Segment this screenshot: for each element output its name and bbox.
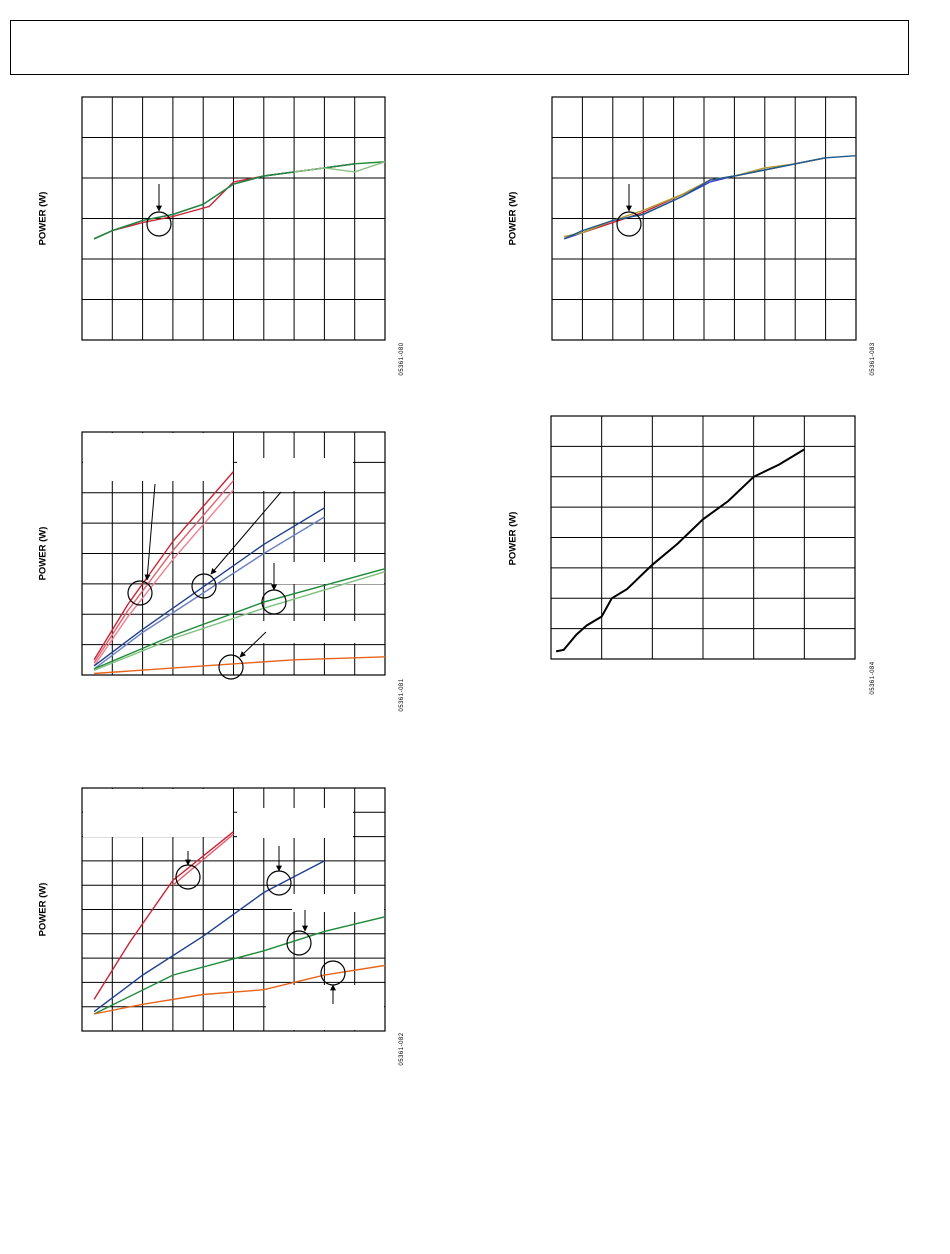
chart2-series-4-line xyxy=(93,507,325,667)
chart2-callout-circle xyxy=(261,589,287,615)
chart2-callout-circle xyxy=(218,654,244,680)
chart3-series-1-line xyxy=(93,831,234,1000)
chart4-series-1-line xyxy=(564,157,826,238)
chart5-series-1-line xyxy=(555,448,805,653)
chart3-label-area xyxy=(292,894,384,912)
chart1-series-2-line xyxy=(93,163,355,240)
chart2-series-1-line xyxy=(93,471,235,661)
chart2-label-area xyxy=(238,621,384,643)
chart3-series-3-line xyxy=(93,860,325,1013)
chart3-callout-circle xyxy=(175,864,201,890)
chart3-callout-circle xyxy=(286,930,312,956)
chart1-plot-frame xyxy=(81,96,386,341)
chart4-plot-frame xyxy=(551,96,857,341)
chart2-label-area xyxy=(237,458,353,491)
chart3-series-2-line xyxy=(172,833,234,886)
chart1-figure-id: 05361-080 xyxy=(399,342,405,376)
chart3-plot-frame xyxy=(81,787,386,1032)
chart3-label-area xyxy=(266,985,384,1030)
chart3-callout-circle xyxy=(320,960,346,986)
chart4-callout-circle xyxy=(616,211,642,237)
chart1-series-1-line xyxy=(93,163,355,240)
chart3-series-4-line xyxy=(93,916,386,1015)
chart2-y-axis-label: POWER (W) xyxy=(37,526,49,581)
chart1-series-4-line xyxy=(294,161,386,173)
page-header-box xyxy=(10,20,909,75)
chart1-callout-circle xyxy=(146,211,172,237)
chart2-series-2-line xyxy=(93,480,235,664)
chart3-figure-id: 05361-082 xyxy=(399,1032,405,1066)
chart1-series-3-line xyxy=(93,161,386,240)
chart2-callout-arrow xyxy=(144,483,156,581)
chart2-label-area xyxy=(272,562,384,584)
chart2-series-3-line xyxy=(93,489,235,667)
chart2-callout-circle xyxy=(127,580,153,606)
chart5-figure-id: 05361-084 xyxy=(870,661,876,695)
chart4-series-2-line xyxy=(563,157,826,240)
chart4-figure-id: 05361-083 xyxy=(870,342,876,376)
chart2-series-6-line xyxy=(93,568,386,670)
chart2-series-7-line xyxy=(93,571,386,672)
chart3-y-axis-label: POWER (W) xyxy=(37,882,49,937)
chart4-series-4-line xyxy=(563,155,857,240)
chart2-figure-id: 05361-081 xyxy=(399,678,405,712)
chart1-y-axis-label: POWER (W) xyxy=(37,191,49,246)
chart3-callout-circle xyxy=(266,870,292,896)
chart3-label-area xyxy=(83,789,233,837)
chart2-callout-arrow xyxy=(239,631,267,658)
chart2-callout-arrow xyxy=(210,491,282,575)
chart3-label-area xyxy=(237,808,353,838)
chart5-y-axis-label: POWER (W) xyxy=(507,511,519,566)
chart2-series-5-line xyxy=(93,516,325,670)
chart2-label-area xyxy=(83,433,233,481)
chart4-y-axis-label: POWER (W) xyxy=(507,191,519,246)
chart2-callout-circle xyxy=(191,573,217,599)
chart2-plot-frame xyxy=(81,431,386,676)
chart4-series-3-line xyxy=(564,157,826,238)
chart3-series-5-line xyxy=(93,964,386,1015)
chart5-plot-frame xyxy=(550,415,856,660)
chart2-series-8-line xyxy=(94,656,386,675)
